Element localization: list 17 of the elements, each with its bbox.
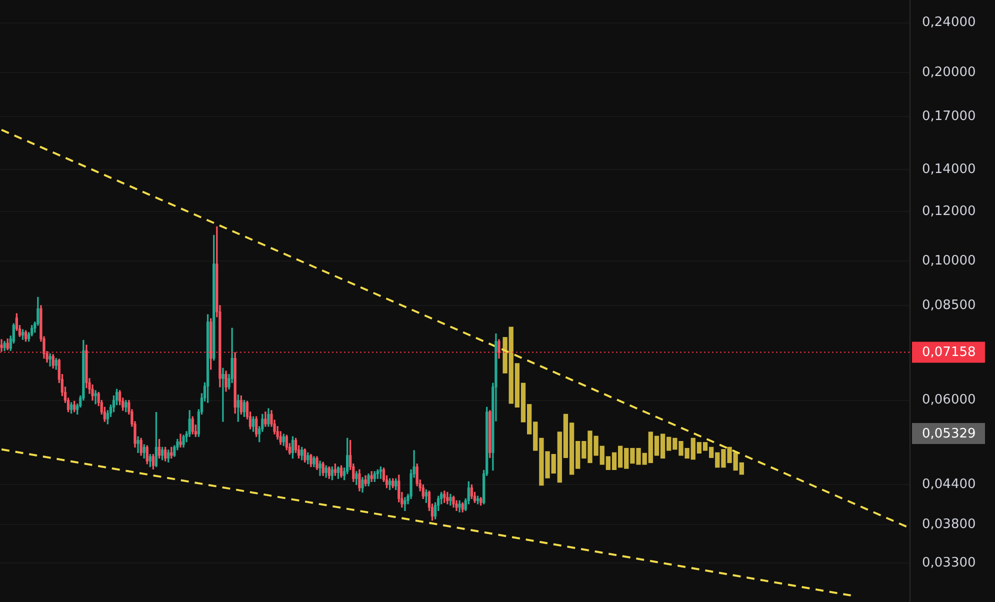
candlestick: [222, 368, 224, 422]
text: 0,05329: [922, 426, 976, 442]
candlestick: [136, 436, 140, 453]
y-tick-label: 0,12000: [922, 204, 976, 219]
y-tick-label: 0,08500: [922, 298, 976, 313]
y-tick-label: 0,10000: [922, 254, 976, 269]
candlestick: [179, 434, 182, 448]
candlestick: [94, 390, 97, 404]
y-tick-label: 0,14000: [922, 162, 976, 177]
y-tick-label: 0,06000: [922, 392, 976, 408]
y-tick-label: 0,24000: [922, 15, 976, 30]
ref-line-label: 0,07158: [922, 345, 976, 360]
y-tick-label: 0,03800: [922, 517, 976, 532]
y-tick-label: 0,03300: [922, 555, 976, 570]
y-tick-label: 0,20000: [922, 64, 976, 80]
y-tick-label: 0,04400: [922, 477, 976, 492]
y-tick-label: 0,17000: [922, 109, 976, 124]
